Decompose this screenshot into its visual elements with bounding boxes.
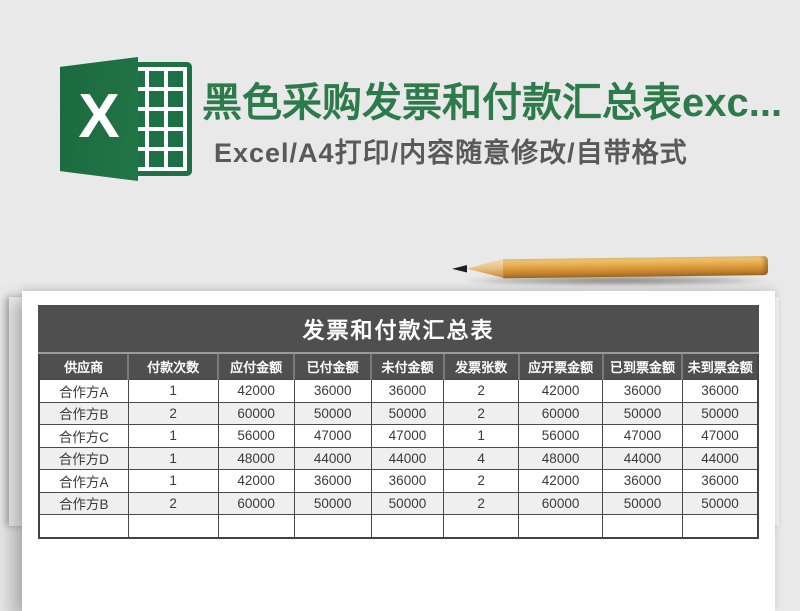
value-cell: 36000 — [602, 469, 683, 493]
supplier-cell: 合作方A — [38, 469, 129, 493]
value-cell — [370, 514, 445, 538]
value-cell: 2 — [443, 379, 520, 403]
pencil-shadow — [468, 276, 764, 285]
table-row: 合作方B 2 60000 50000 50000 2 60000 50000 50000 — [38, 491, 759, 515]
value-cell: 36000 — [293, 469, 372, 493]
value-cell: 36000 — [681, 469, 759, 493]
column-header: 付款次数 — [127, 354, 219, 380]
table-row: 合作方C 1 56000 47000 47000 1 56000 47000 47000 — [38, 424, 759, 448]
value-cell — [518, 514, 604, 538]
value-cell: 50000 — [681, 401, 759, 425]
value-cell: 60000 — [518, 401, 604, 425]
value-cell: 44000 — [681, 446, 759, 470]
value-cell: 50000 — [293, 491, 372, 515]
table-row — [38, 514, 759, 538]
table-row: 合作方D 1 48000 44000 44000 4 48000 44000 44000 — [38, 446, 759, 470]
pencil-wood-cone — [467, 259, 503, 278]
column-header: 未付金额 — [370, 354, 444, 380]
value-cell: 42000 — [518, 379, 604, 403]
value-cell: 1 — [127, 424, 219, 448]
value-cell: 50000 — [602, 401, 683, 425]
value-cell: 36000 — [293, 379, 372, 403]
value-cell: 50000 — [293, 401, 372, 425]
value-cell: 44000 — [370, 446, 445, 470]
value-cell: 56000 — [217, 424, 295, 448]
value-cell — [293, 514, 372, 538]
value-cell: 36000 — [681, 379, 759, 403]
column-header: 应付金额 — [217, 354, 295, 380]
value-cell: 1 — [443, 424, 520, 448]
excel-cover-icon: X — [60, 57, 138, 181]
value-cell — [681, 514, 759, 538]
value-cell — [127, 514, 219, 538]
column-header: 未到票金额 — [681, 354, 758, 380]
value-cell — [602, 514, 683, 538]
value-cell: 56000 — [518, 424, 604, 448]
column-header: 供应商 — [39, 354, 129, 380]
value-cell: 42000 — [217, 469, 295, 493]
supplier-cell: 合作方B — [38, 401, 129, 425]
value-cell — [443, 514, 520, 538]
value-cell: 36000 — [370, 469, 445, 493]
pencil-body — [502, 255, 769, 278]
value-cell: 2 — [127, 491, 219, 515]
supplier-cell: 合作方A — [38, 379, 129, 403]
value-cell: 2 — [127, 401, 219, 425]
paper-sheet: 发票和付款汇总表 供应商 付款次数 应付金额 已付金额 未付金额 发票张数 应开票金额 已到票… — [22, 291, 775, 611]
value-cell: 36000 — [602, 379, 683, 403]
value-cell: 36000 — [370, 379, 445, 403]
value-cell — [217, 514, 295, 538]
value-cell: 4 — [443, 446, 520, 470]
table-row: 合作方B 2 60000 50000 50000 2 60000 50000 50000 — [38, 401, 759, 425]
column-header: 发票张数 — [442, 354, 519, 380]
value-cell: 2 — [443, 491, 520, 515]
value-cell: 48000 — [518, 446, 604, 470]
supplier-cell: 合作方C — [38, 424, 129, 448]
column-header: 已到票金额 — [601, 354, 683, 380]
excel-x-letter: X — [78, 82, 120, 151]
table-body: 合作方A 1 42000 36000 36000 2 42000 36000 36000 合作方B… — [38, 379, 759, 538]
value-cell: 48000 — [217, 446, 295, 470]
table-row: 合作方A 1 42000 36000 36000 2 42000 36000 36000 — [38, 379, 759, 403]
table-header-row: 供应商 付款次数 应付金额 已付金额 未付金额 发票张数 应开票金额 已到票金额 未到票金额 — [39, 354, 758, 380]
value-cell: 60000 — [217, 401, 295, 425]
value-cell: 1 — [127, 469, 219, 493]
supplier-cell: 合作方D — [38, 446, 129, 470]
value-cell: 50000 — [681, 491, 759, 515]
value-cell: 50000 — [370, 401, 445, 425]
value-cell: 60000 — [217, 491, 295, 515]
value-cell: 44000 — [293, 446, 372, 470]
title-divider — [38, 352, 759, 354]
value-cell: 47000 — [602, 424, 683, 448]
excel-logo-icon: X — [60, 57, 192, 181]
value-cell: 2 — [443, 401, 520, 425]
value-cell: 44000 — [602, 446, 683, 470]
sheet-title: 发票和付款汇总表 — [38, 305, 759, 352]
template-subtitle: Excel/A4打印/内容随意修改/自带格式 — [214, 138, 688, 168]
banner: X 黑色采购发票和付款汇总表exc... Excel/A4打印/内容随意修改/自… — [0, 0, 800, 240]
value-cell: 1 — [127, 446, 219, 470]
value-cell: 47000 — [681, 424, 759, 448]
column-header: 已付金额 — [293, 354, 372, 380]
supplier-cell — [38, 514, 129, 538]
value-cell: 60000 — [518, 491, 604, 515]
value-cell: 42000 — [217, 379, 295, 403]
value-cell: 47000 — [370, 424, 445, 448]
value-cell: 42000 — [518, 469, 604, 493]
column-header: 应开票金额 — [517, 354, 603, 380]
template-title: 黑色采购发票和付款汇总表exc... — [202, 81, 783, 125]
value-cell: 47000 — [293, 424, 372, 448]
supplier-cell: 合作方B — [38, 491, 129, 515]
value-cell: 50000 — [370, 491, 445, 515]
pencil-tip-icon — [452, 264, 467, 273]
pencil-image — [452, 254, 769, 280]
summary-table: 供应商 付款次数 应付金额 已付金额 未付金额 发票张数 应开票金额 已到票金额 未到票金额 合… — [38, 354, 759, 539]
table-row: 合作方A 1 42000 36000 36000 2 42000 36000 36000 — [38, 469, 759, 493]
value-cell: 1 — [127, 379, 219, 403]
value-cell: 50000 — [602, 491, 683, 515]
value-cell: 2 — [443, 469, 520, 493]
